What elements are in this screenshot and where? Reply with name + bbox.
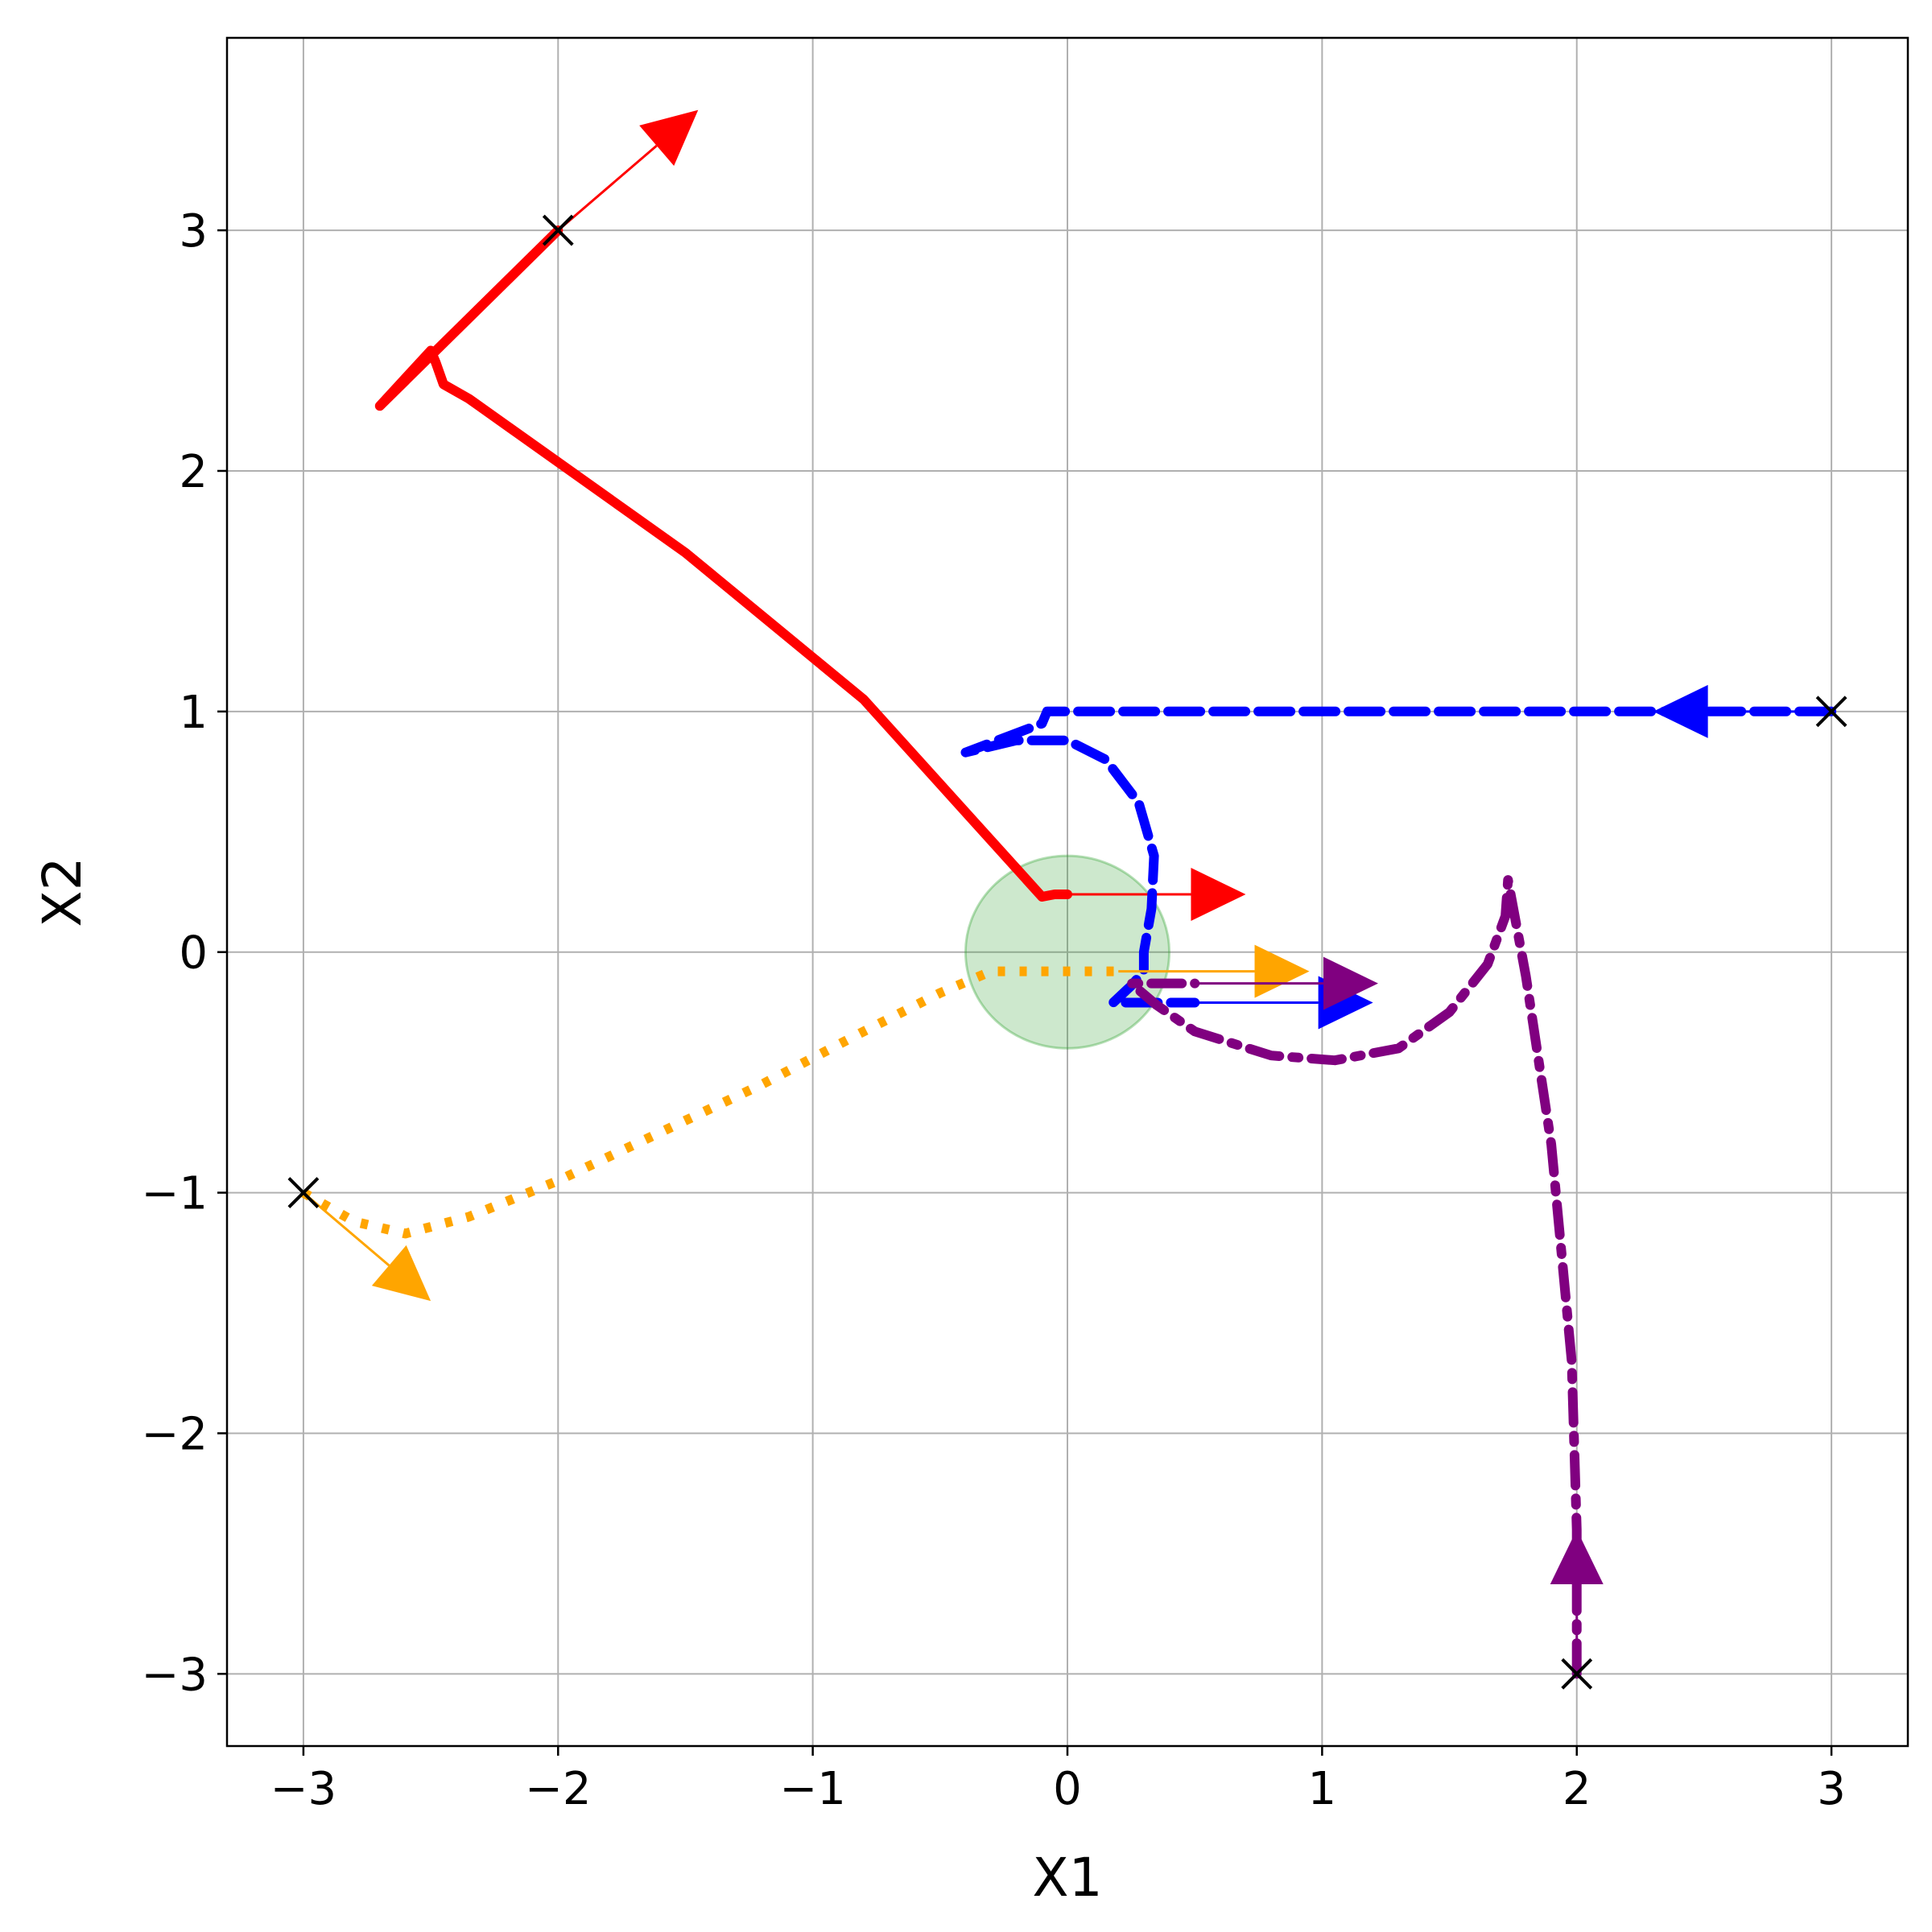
series-3-trajectory <box>300 966 1119 1239</box>
y-tick-label: 2 <box>179 446 208 498</box>
grid <box>227 38 1908 1746</box>
y-tick-label: 3 <box>179 205 208 258</box>
x-tick-label: 1 <box>1308 1763 1337 1815</box>
series-4-end-arrow-head <box>1323 956 1378 1010</box>
y-tick-label: −1 <box>141 1168 208 1220</box>
x-tick-label: −2 <box>525 1763 592 1815</box>
series-2-start-arrow-head <box>1653 684 1708 738</box>
target-region <box>964 854 1171 1050</box>
series-3-start-arrow-head <box>371 1245 431 1302</box>
series-2-start-marker <box>1815 696 1847 728</box>
series-3-start-marker <box>287 1177 320 1209</box>
y-tick-label: −2 <box>141 1408 208 1460</box>
series-1-start-arrow-shaft <box>557 144 658 232</box>
y-tick-label: −3 <box>141 1649 208 1701</box>
x-tick-label: −3 <box>270 1763 337 1815</box>
series-4-start-arrow-head <box>1550 1530 1604 1585</box>
series-1-start-arrow-head <box>639 109 699 167</box>
y-tick-label: 0 <box>179 927 208 980</box>
series-1-start-marker <box>542 214 574 246</box>
x-tick-label: 3 <box>1817 1763 1846 1815</box>
y-axis-label: X2 <box>31 857 93 927</box>
x-tick-label: −1 <box>779 1763 846 1815</box>
series-4-trajectory <box>1126 875 1582 1679</box>
ticks: −3 −2 −1 0 1 2 3 −3 −2 −1 0 1 2 3 <box>141 205 1845 1815</box>
series-1-trajectory <box>374 225 1072 902</box>
series-3-end-arrow-head <box>1254 944 1310 998</box>
x-axis-label: X1 <box>1032 1847 1102 1909</box>
x-tick-label: 2 <box>1563 1763 1591 1815</box>
x-tick-label: 0 <box>1053 1763 1082 1815</box>
series-1-end-arrow-head <box>1191 867 1246 921</box>
y-tick-label: 1 <box>179 687 208 739</box>
plot-data <box>287 109 1847 1690</box>
series-4-start-marker <box>1561 1657 1593 1690</box>
